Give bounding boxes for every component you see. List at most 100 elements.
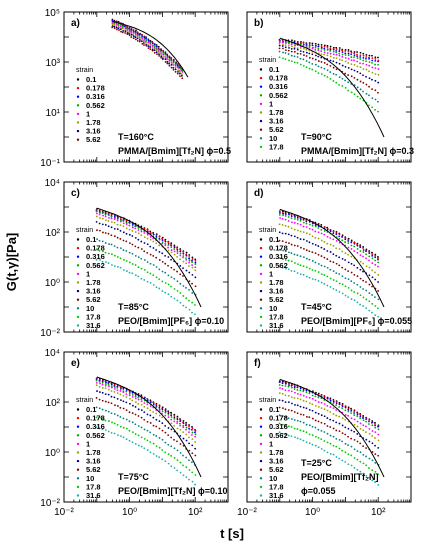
data-point: [172, 61, 175, 64]
legend-marker: [259, 68, 263, 71]
legend-entry: 17.8: [86, 482, 101, 491]
series-17.8: [95, 248, 196, 306]
data-point: [161, 239, 164, 241]
data-point: [374, 63, 377, 66]
data-point: [194, 259, 197, 262]
data-point: [329, 426, 332, 428]
data-point: [368, 104, 370, 107]
data-point: [170, 412, 173, 415]
data-point: [143, 44, 145, 46]
data-point: [125, 389, 128, 392]
data-point: [170, 436, 173, 439]
legend-marker: [259, 307, 263, 310]
data-point: [188, 280, 191, 283]
data-point: [173, 438, 175, 441]
data-point: [182, 437, 185, 440]
data-point: [141, 37, 144, 40]
data-point: [362, 472, 365, 475]
data-point: [136, 32, 139, 35]
data-point: [302, 231, 305, 234]
data-point: [284, 232, 287, 235]
data-point: [284, 224, 287, 227]
data-point: [317, 245, 320, 247]
data-point: [134, 36, 137, 39]
data-point: [311, 269, 314, 271]
data-point: [302, 265, 305, 268]
data-point: [323, 226, 326, 229]
data-point: [368, 457, 371, 460]
data-point: [323, 49, 326, 51]
data-point: [374, 444, 376, 447]
data-point: [296, 222, 299, 225]
data-point: [158, 287, 161, 290]
y-tick-label: 10²: [46, 398, 61, 409]
data-point: [139, 39, 141, 41]
data-point: [374, 79, 377, 82]
data-point: [122, 436, 125, 439]
data-point: [285, 241, 287, 244]
data-point: [151, 48, 154, 51]
data-point: [329, 64, 332, 67]
data-point: [374, 424, 376, 427]
data-point: [167, 256, 170, 258]
data-point: [194, 435, 197, 438]
data-point: [104, 429, 107, 431]
data-point: [320, 239, 323, 242]
data-point: [296, 218, 299, 221]
series-17.8: [278, 56, 379, 113]
data-point: [323, 431, 326, 433]
data-point: [359, 260, 362, 263]
data-point: [99, 212, 101, 214]
data-point: [115, 26, 118, 29]
legend-marker: [76, 416, 80, 420]
data-point: [152, 433, 155, 436]
fit-line: [279, 37, 385, 138]
data-point: [194, 269, 197, 272]
data-point: [302, 394, 305, 397]
data-point: [119, 393, 122, 396]
legend-entry: 1: [86, 269, 90, 278]
data-point: [341, 236, 344, 238]
data-point: [374, 296, 376, 299]
data-point: [356, 292, 359, 295]
data-point: [126, 270, 128, 272]
data-point: [284, 213, 287, 216]
data-point: [125, 393, 128, 396]
legend-entry: 31.6: [269, 491, 284, 500]
legend: strain0.10.1780.3160.56211.783.165.62101…: [259, 57, 288, 151]
data-point: [173, 457, 176, 459]
data-point: [356, 458, 359, 461]
data-point: [143, 36, 146, 39]
data-point: [282, 249, 284, 252]
data-point: [308, 408, 311, 411]
data-point: [120, 30, 122, 33]
data-point: [122, 222, 125, 225]
data-point: [128, 439, 131, 442]
data-point: [365, 75, 367, 78]
data-point: [320, 281, 323, 284]
data-point: [116, 223, 119, 226]
data-point: [290, 260, 293, 263]
data-point: [191, 444, 194, 447]
series-31.6: [278, 265, 379, 318]
legend-marker: [259, 272, 263, 276]
data-point: [167, 293, 170, 296]
data-point: [188, 299, 190, 302]
data-point: [137, 444, 140, 447]
data-point: [158, 235, 161, 238]
data-point: [173, 420, 176, 423]
data-point: [344, 50, 347, 52]
data-point: [125, 260, 128, 262]
data-point: [329, 55, 332, 58]
data-point: [141, 36, 143, 39]
data-point: [170, 244, 172, 247]
data-point: [332, 230, 335, 233]
data-point: [320, 73, 323, 75]
data-point: [113, 391, 116, 393]
data-point: [188, 428, 191, 431]
data-point: [332, 427, 335, 430]
data-point: [161, 449, 164, 451]
data-point: [176, 459, 179, 462]
data-point: [125, 409, 128, 412]
data-point: [173, 268, 176, 271]
